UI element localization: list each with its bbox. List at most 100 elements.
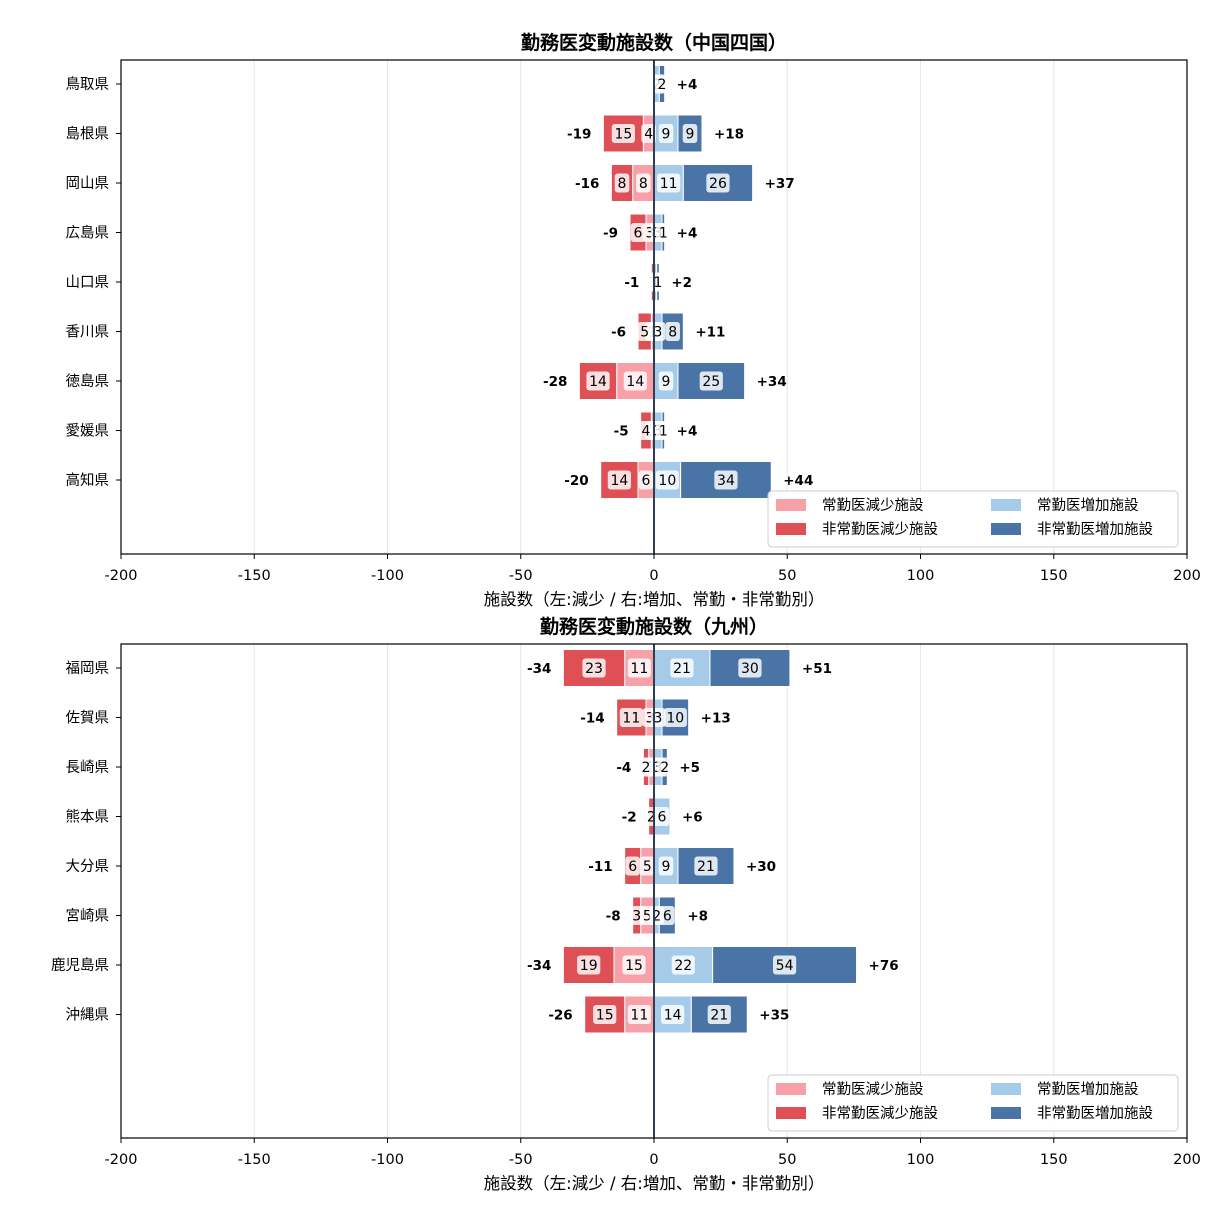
segment-value-label: 1 [659, 424, 668, 440]
segment-label-box [699, 371, 723, 391]
x-tick-label: 150 [1040, 1152, 1068, 1168]
segment-value-label: 3 [646, 711, 655, 727]
decrease-total-label: -20 [564, 473, 588, 489]
category-label: 宮崎県 [66, 908, 110, 925]
segment-value-label: 6 [628, 859, 637, 875]
legend-entry: 非常勤医減少施設 [822, 1105, 938, 1122]
x-tick-label: 100 [907, 1152, 935, 1168]
increase-total-label: +35 [759, 1008, 789, 1024]
segment-label-box [656, 421, 671, 440]
segment-label-box [614, 173, 630, 193]
segment-label-box [623, 371, 647, 391]
segment-value-label: 21 [710, 1008, 728, 1024]
category-label: 佐賀県 [66, 710, 110, 727]
segment-label-box [663, 708, 687, 727]
segment-value-label: 2 [658, 77, 667, 93]
segment-label-box [627, 658, 651, 678]
segment-label-box [640, 856, 655, 876]
segment-value-label: 6 [634, 226, 643, 242]
segment-value-label: 6 [642, 473, 651, 489]
segment-value-label: 34 [717, 473, 735, 489]
segment-label-box [641, 124, 656, 143]
legend-swatch [776, 499, 806, 511]
category-label: 愛媛県 [66, 423, 110, 440]
legend-swatch [776, 1083, 806, 1095]
segment-label-box [707, 1005, 731, 1024]
increase-total-label: +76 [869, 958, 899, 974]
segment-label-box [661, 1005, 685, 1024]
segment-value-label: 15 [614, 127, 632, 143]
segment-value-label: 15 [596, 1008, 614, 1024]
increase-total-label: +4 [677, 424, 698, 440]
segment-value-label: 10 [666, 711, 684, 727]
legend-box [767, 490, 1179, 548]
decrease-total-label: -5 [614, 424, 629, 440]
category-label: 福岡県 [66, 660, 110, 677]
category-label: 鹿児島県 [51, 957, 109, 974]
segment-label-box [607, 470, 631, 490]
segment-value-label: 4 [642, 424, 651, 440]
segment-label-box [637, 322, 652, 341]
segment-value-label: 14 [610, 473, 628, 489]
segment-value-label: 21 [673, 661, 691, 677]
decrease-total-label: -16 [575, 176, 599, 192]
x-tick-label: 200 [1173, 1152, 1201, 1168]
decrease-total-label: -34 [527, 958, 551, 974]
segment-label-box [636, 173, 651, 193]
segment-label-box [660, 906, 675, 925]
x-tick-label: 100 [907, 568, 935, 584]
x-tick-label: -200 [105, 568, 138, 584]
category-label: 熊本県 [66, 809, 110, 826]
chart-title: 勤務医変動施設数（中国四国） [521, 31, 787, 54]
increase-total-label: +30 [746, 859, 776, 875]
increase-total-label: +11 [695, 325, 725, 341]
segment-label-box [622, 955, 646, 975]
segment-value-label: 3 [654, 711, 663, 727]
category-label: 鳥取県 [66, 76, 110, 93]
increase-total-label: +4 [677, 226, 698, 242]
segment-label-box [611, 124, 635, 143]
segment-value-label: 6 [663, 909, 672, 925]
x-tick-label: -50 [509, 568, 533, 584]
x-tick-label: -200 [105, 1152, 138, 1168]
segment-label-box [658, 124, 674, 143]
category-label: 山口県 [66, 274, 110, 291]
segment-label-box [586, 371, 610, 391]
category-label: 島根県 [66, 126, 110, 143]
legend-swatch [991, 1107, 1021, 1119]
legend-box [767, 1074, 1179, 1132]
increase-total-label: +44 [783, 473, 813, 489]
x-tick-label: 50 [778, 568, 796, 584]
x-tick-label: -100 [371, 1152, 404, 1168]
segment-label-box [658, 856, 674, 876]
chart-panel-1: 勤務医変動施設数（中国四国）鳥取県22+4島根県41599-19+18岡山県88… [66, 31, 1201, 609]
segment-value-label: 8 [639, 176, 648, 192]
segment-value-label: 2 [660, 760, 669, 776]
legend-entry: 常勤医増加施設 [1037, 1081, 1139, 1098]
segment-label-box [706, 173, 730, 193]
segment-value-label: 26 [709, 176, 727, 192]
segment-label-box [638, 757, 654, 777]
segment-label-box [630, 223, 646, 242]
segment-value-label: 3 [654, 325, 663, 341]
segment-label-box [665, 322, 680, 341]
bar-joukin-increase [653, 995, 692, 1034]
segment-value-label: 8 [618, 176, 627, 192]
x-tick-label: 200 [1173, 568, 1201, 584]
category-label: 広島県 [66, 225, 110, 242]
x-tick-label: 0 [649, 1152, 658, 1168]
legend-entry: 非常勤医増加施設 [1037, 1105, 1153, 1122]
decrease-total-label: -19 [567, 127, 591, 143]
x-tick-label: 50 [778, 1152, 796, 1168]
segment-value-label: 11 [660, 176, 678, 192]
legend-entry: 常勤医減少施設 [822, 1081, 924, 1098]
segment-label-box [670, 658, 694, 678]
segment-value-label: 19 [580, 958, 598, 974]
segment-label-box [593, 1005, 617, 1024]
decrease-total-label: -26 [548, 1008, 572, 1024]
decrease-total-label: -34 [527, 661, 551, 677]
legend-swatch [991, 1083, 1021, 1095]
